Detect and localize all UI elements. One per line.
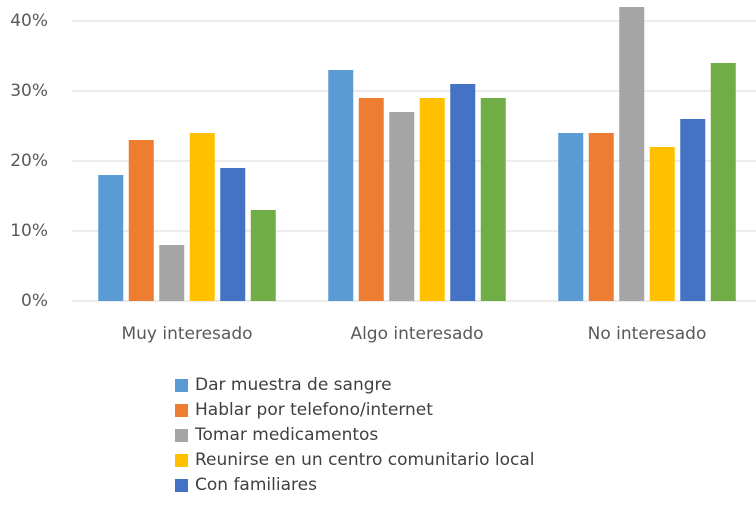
bar (328, 70, 354, 301)
x-tick-label: No interesado (588, 324, 707, 344)
legend-label: Hablar por telefono/internet (195, 400, 433, 420)
bar (450, 84, 476, 301)
bar (128, 140, 154, 301)
bar (588, 133, 614, 301)
bar (680, 119, 706, 301)
legend-label: Con familiares (195, 475, 317, 495)
x-tick-label: Algo interesado (350, 324, 483, 344)
y-tick-label: 40% (10, 11, 48, 31)
bar (710, 63, 736, 301)
bar (220, 168, 246, 301)
legend-swatch (175, 479, 188, 492)
bar (389, 112, 415, 301)
bar (619, 7, 645, 301)
bar (558, 133, 584, 301)
y-tick-label: 10% (10, 221, 48, 241)
y-tick-label: 30% (10, 81, 48, 101)
legend-label: Reunirse en un centro comunitario local (195, 450, 535, 470)
bar (480, 98, 506, 301)
bar (419, 98, 445, 301)
bar (250, 210, 276, 301)
legend-label: Tomar medicamentos (194, 425, 378, 445)
bar (358, 98, 384, 301)
bar (98, 175, 124, 301)
y-tick-label: 20% (10, 151, 48, 171)
bar (649, 147, 675, 301)
y-tick-label: 0% (21, 291, 48, 311)
bar (189, 133, 215, 301)
legend-swatch (175, 429, 188, 442)
legend-swatch (175, 454, 188, 467)
legend: Dar muestra de sangre Hablar por telefono… (175, 375, 535, 495)
bar (159, 245, 185, 301)
x-tick-label: Muy interesado (121, 324, 252, 344)
legend-swatch (175, 379, 188, 392)
legend-swatch (175, 404, 188, 417)
legend-label: Dar muestra de sangre (195, 375, 392, 395)
